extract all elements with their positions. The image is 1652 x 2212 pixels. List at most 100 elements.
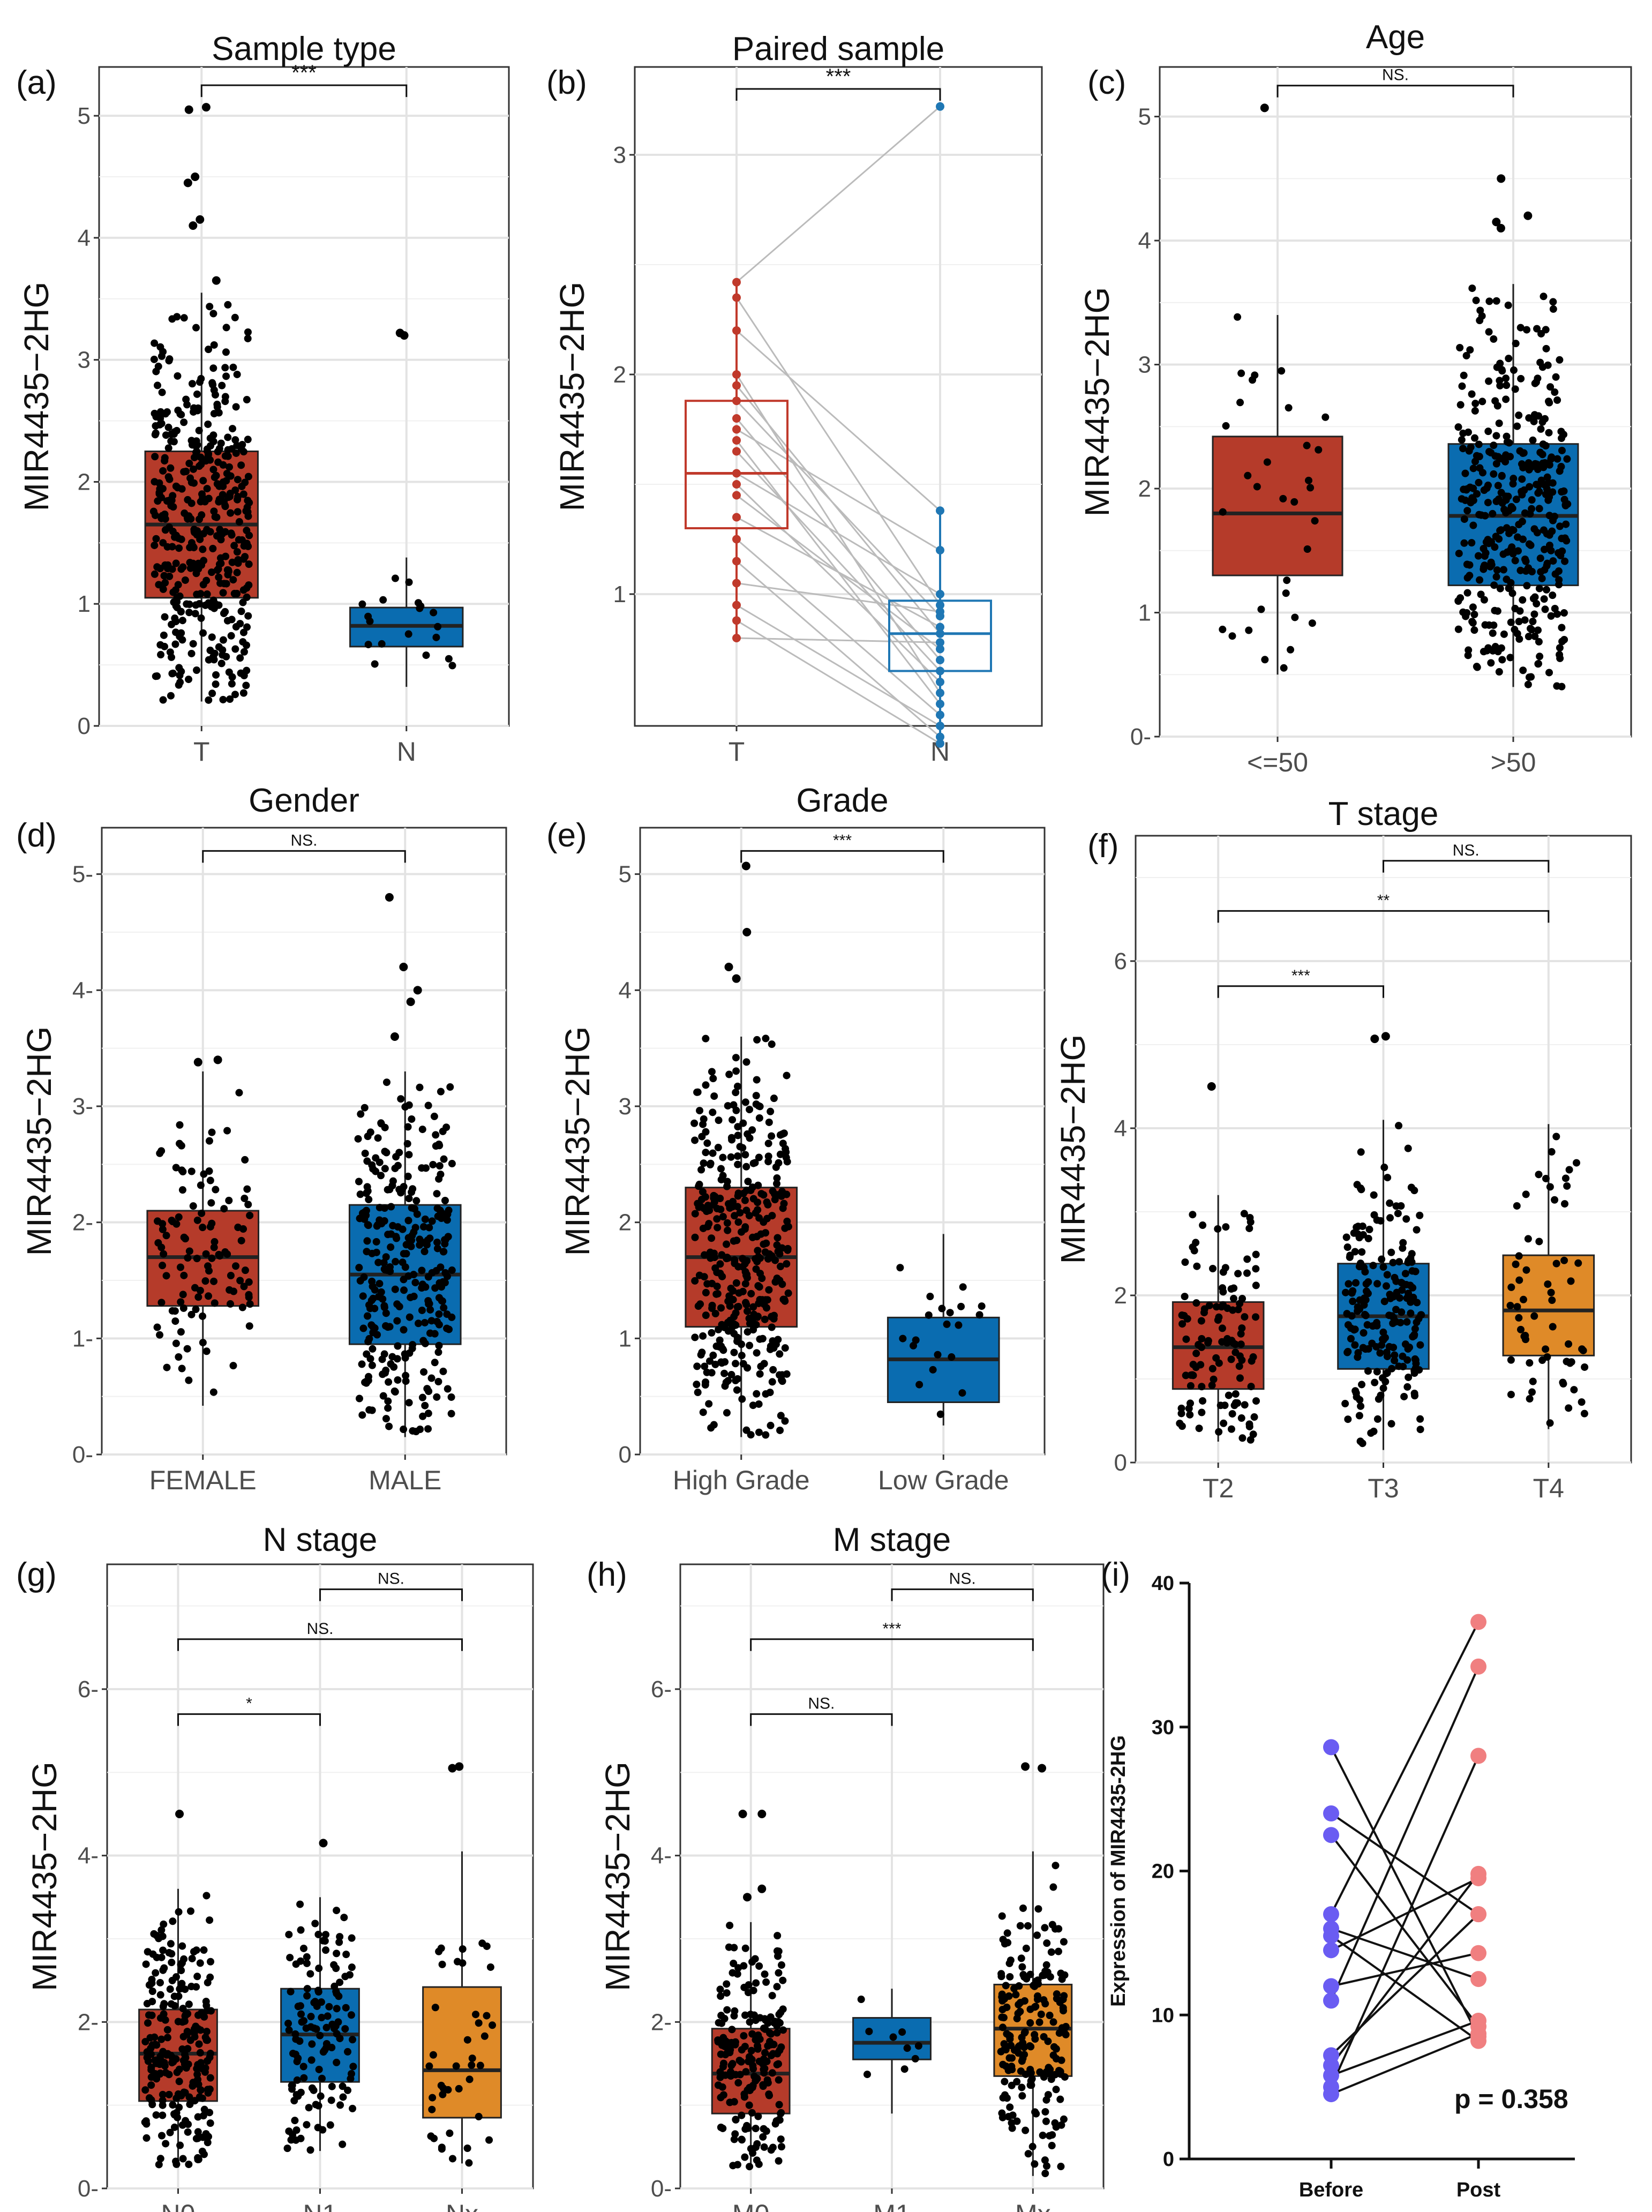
data-point [1362, 1296, 1370, 1304]
significance-label: * [246, 1695, 252, 1713]
data-point [1456, 594, 1465, 602]
data-point [702, 1288, 710, 1296]
data-point [1495, 668, 1503, 676]
data-point [752, 2125, 760, 2133]
data-point [732, 2116, 740, 2124]
pair-line [736, 560, 941, 738]
data-point [899, 1334, 907, 1343]
data-point [1466, 346, 1474, 354]
data-point [196, 378, 204, 386]
data-point [1018, 2083, 1026, 2091]
data-point [339, 2140, 347, 2148]
data-point [1003, 2030, 1011, 2038]
outlier-point [390, 1032, 399, 1041]
data-point [1000, 2040, 1008, 2048]
data-point [154, 1239, 162, 1247]
data-point [1365, 1226, 1373, 1234]
data-point [761, 1315, 769, 1323]
data-point [722, 1378, 730, 1386]
data-point [1543, 559, 1551, 567]
data-point [187, 539, 196, 547]
x-tick-label: N0 [161, 2199, 196, 2212]
data-point [1033, 1996, 1041, 2004]
data-point [1283, 576, 1291, 584]
data-point [420, 1368, 428, 1376]
data-point [1344, 1415, 1352, 1423]
data-point [244, 1201, 252, 1209]
data-point [142, 2120, 151, 2128]
data-point [435, 1162, 444, 1170]
data-point [1323, 1805, 1339, 1821]
data-point [434, 1378, 442, 1386]
data-point [296, 1900, 304, 1908]
data-point [1492, 533, 1500, 541]
data-point [1354, 1307, 1362, 1315]
data-point [178, 617, 186, 625]
data-point [424, 1101, 432, 1109]
data-point [771, 1278, 779, 1286]
data-point [200, 1946, 208, 1954]
box->50 [1447, 174, 1579, 691]
data-point [694, 1389, 702, 1397]
data-point [1053, 2054, 1061, 2063]
data-point [296, 2037, 304, 2045]
data-point [210, 1277, 218, 1285]
data-point [203, 485, 211, 493]
data-point [1039, 2131, 1047, 2139]
data-point [1407, 1309, 1415, 1317]
data-point [173, 594, 181, 602]
data-point [159, 2090, 167, 2098]
data-point [742, 1163, 750, 1171]
data-point [1219, 625, 1227, 633]
y-axis-label: MIR4435−2HG [20, 1026, 58, 1256]
data-point [1059, 1996, 1067, 2004]
y-tick-label: 2 [78, 469, 91, 495]
data-point [239, 555, 247, 563]
y-tick-label: 20 [1152, 1861, 1174, 1883]
data-point [223, 1250, 231, 1258]
data-point [709, 1108, 717, 1116]
significance-bracket: NS. [1383, 842, 1550, 873]
data-point [442, 1123, 450, 1131]
data-point [1218, 1338, 1226, 1346]
data-point [744, 1364, 752, 1372]
data-point [736, 1143, 744, 1151]
chart-title: Sample type [212, 31, 396, 68]
data-point [1535, 638, 1543, 646]
data-point [1390, 1344, 1398, 1352]
x-tick-label: T4 [1533, 1473, 1564, 1503]
data-point [368, 1361, 376, 1369]
data-point [708, 1234, 716, 1242]
data-point [1200, 1305, 1208, 1313]
data-point [160, 1920, 168, 1928]
data-point [1545, 399, 1553, 407]
data-point [197, 614, 205, 622]
data-point [731, 1256, 739, 1264]
data-point [1351, 1248, 1359, 1256]
data-point [443, 1272, 451, 1280]
data-point [151, 339, 159, 347]
data-point [768, 1992, 776, 2000]
data-point [1490, 470, 1498, 478]
data-point [1395, 1294, 1403, 1302]
data-point [194, 565, 202, 573]
data-point [1526, 1395, 1534, 1403]
data-point [416, 1083, 424, 1091]
data-point [168, 670, 176, 678]
data-point [1528, 567, 1536, 575]
data-point [197, 1181, 205, 1189]
data-point [1373, 1216, 1381, 1224]
data-point [1545, 669, 1553, 677]
panel-i: (i)Expression of MIR4435-2HG010203040Bef… [1101, 1556, 1575, 2201]
data-point [723, 1980, 731, 1988]
data-point [1515, 635, 1523, 643]
data-point [385, 1378, 393, 1386]
data-point [438, 2145, 446, 2153]
data-point [1533, 325, 1541, 333]
data-point [369, 1283, 377, 1291]
data-point [745, 2101, 753, 2109]
outlier-point [1038, 1764, 1047, 1773]
data-point [425, 2062, 433, 2070]
data-point [936, 1410, 944, 1418]
data-point [180, 418, 188, 426]
